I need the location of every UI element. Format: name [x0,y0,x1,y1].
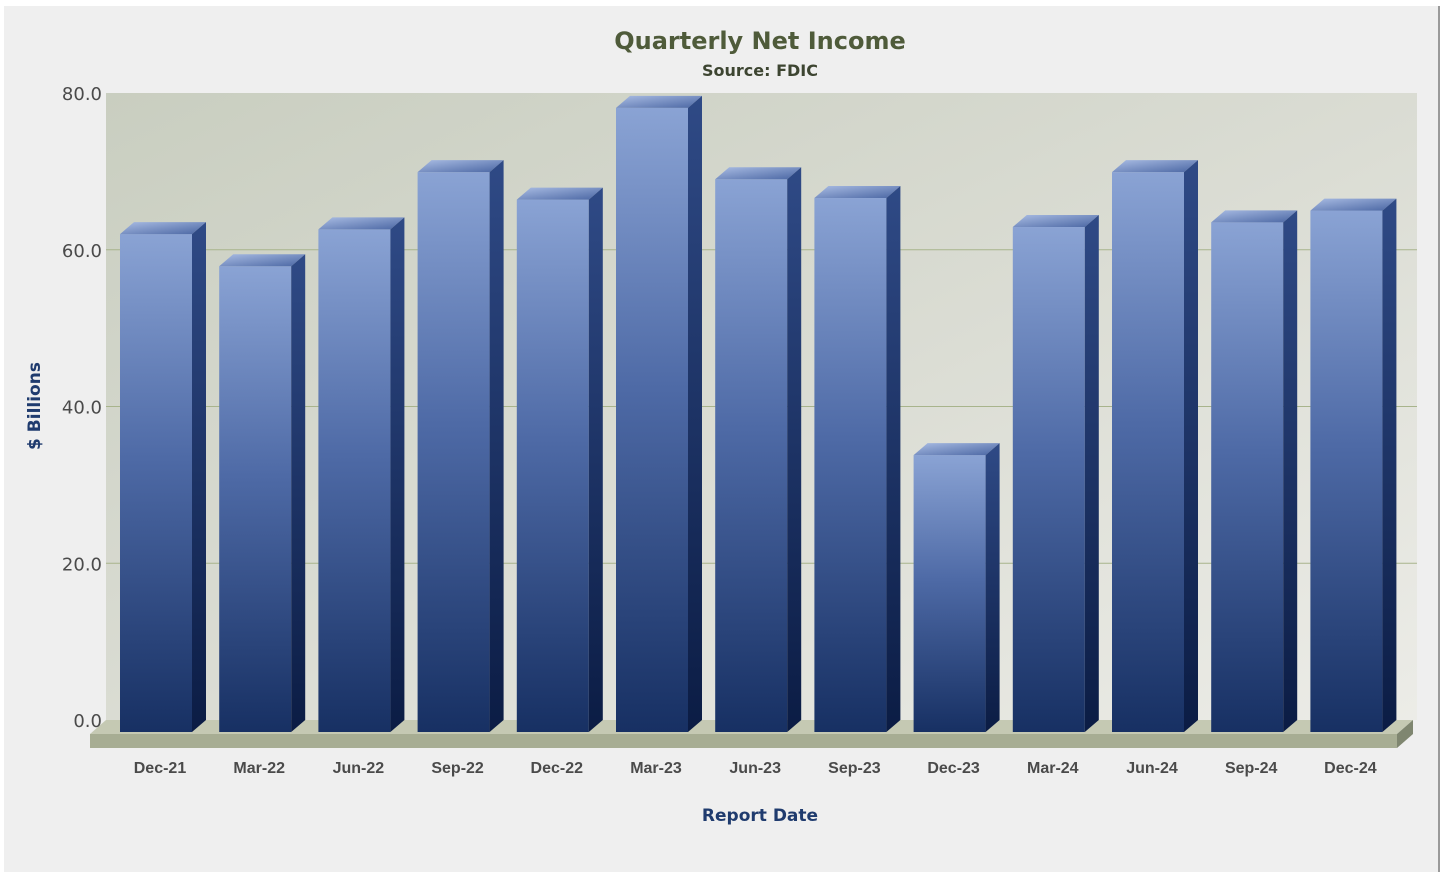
bar-front [715,179,788,732]
x-axis-ticks: Dec-21 Mar-22 Jun-22 Sep-22 Dec-22 Mar-23 Jun-… [134,760,1377,777]
chart-subtitle: Source: FDIC [702,61,818,80]
x-tick-label: Dec-21 [134,760,187,777]
bar [120,222,206,732]
bar [616,95,702,733]
bar-top [715,167,802,180]
bar-top [417,160,504,173]
bar [516,187,603,733]
bar-top [318,217,405,230]
bar-front [516,199,589,733]
bar-side [1283,210,1298,733]
bar-side [688,95,702,733]
chart-floor-side [1397,720,1413,748]
x-tick-label: Dec-22 [531,760,584,777]
y-tick-label: 20.0 [62,554,102,575]
bar-front [814,198,887,732]
chart-floor-front [90,734,1397,748]
bar-front [616,107,688,733]
bar-top [1012,215,1099,228]
bar-front [1112,172,1184,732]
chart-title: Quarterly Net Income [614,27,906,55]
bars [120,95,1397,733]
bar-front [417,172,490,732]
bar-side [886,186,901,732]
bar-chart: Quarterly Net Income Source: FDIC 0.0 20.… [25,27,1417,826]
x-tick-label: Mar-24 [1027,760,1079,777]
bar-top [1211,210,1298,223]
y-axis-title: $ Billions [25,362,45,450]
bar-side [192,222,206,732]
y-tick-label: 60.0 [62,241,102,262]
bar-front [913,455,986,732]
y-tick-label: 0.0 [73,711,102,732]
y-tick-label: 40.0 [62,398,102,419]
x-tick-label: Dec-23 [927,760,980,777]
x-tick-label: Jun-24 [1126,760,1178,777]
chart-panel: Quarterly Net Income Source: FDIC 0.0 20.… [4,6,1440,872]
bar-front [1211,222,1284,732]
bar [417,160,504,732]
bar-side [1382,198,1397,732]
x-tick-label: Dec-24 [1324,760,1377,777]
x-tick-label: Jun-23 [729,760,781,777]
x-axis-title: Report Date [702,806,818,826]
bar-side [1184,160,1198,732]
bar-top [1310,198,1397,211]
bar [219,254,306,733]
bar-top [120,222,206,235]
bar-side [1084,215,1099,733]
bar-top [913,443,1000,456]
bar-front [1012,227,1085,733]
bar-side [985,443,1000,732]
y-axis-ticks: 0.0 20.0 40.0 60.0 80.0 [62,84,102,732]
bar-top [516,187,603,200]
bar-side [489,160,504,732]
x-tick-label: Sep-24 [1225,760,1278,777]
x-tick-label: Jun-22 [333,760,385,777]
bar-front [120,234,192,732]
bar-top [616,95,702,108]
y-tick-label: 80.0 [62,84,102,105]
bar [1112,160,1198,732]
bar-top [1112,160,1198,173]
bar [715,167,802,732]
bar-front [219,266,292,732]
bar-side [787,167,802,732]
bar-side [588,187,603,733]
x-tick-label: Mar-23 [630,760,682,777]
bar [1012,215,1099,733]
x-tick-label: Sep-22 [431,760,484,777]
bar-side [291,254,306,733]
bar [1211,210,1298,733]
x-tick-label: Sep-23 [828,760,881,777]
bar [814,186,901,732]
bar [1310,198,1397,732]
bar [318,217,405,732]
bar-front [1310,210,1383,732]
bar-front [318,229,391,732]
bar [913,443,1000,732]
bar-top [814,186,901,199]
bar-top [219,254,306,267]
x-tick-label: Mar-22 [233,760,285,777]
bar-side [390,217,405,732]
